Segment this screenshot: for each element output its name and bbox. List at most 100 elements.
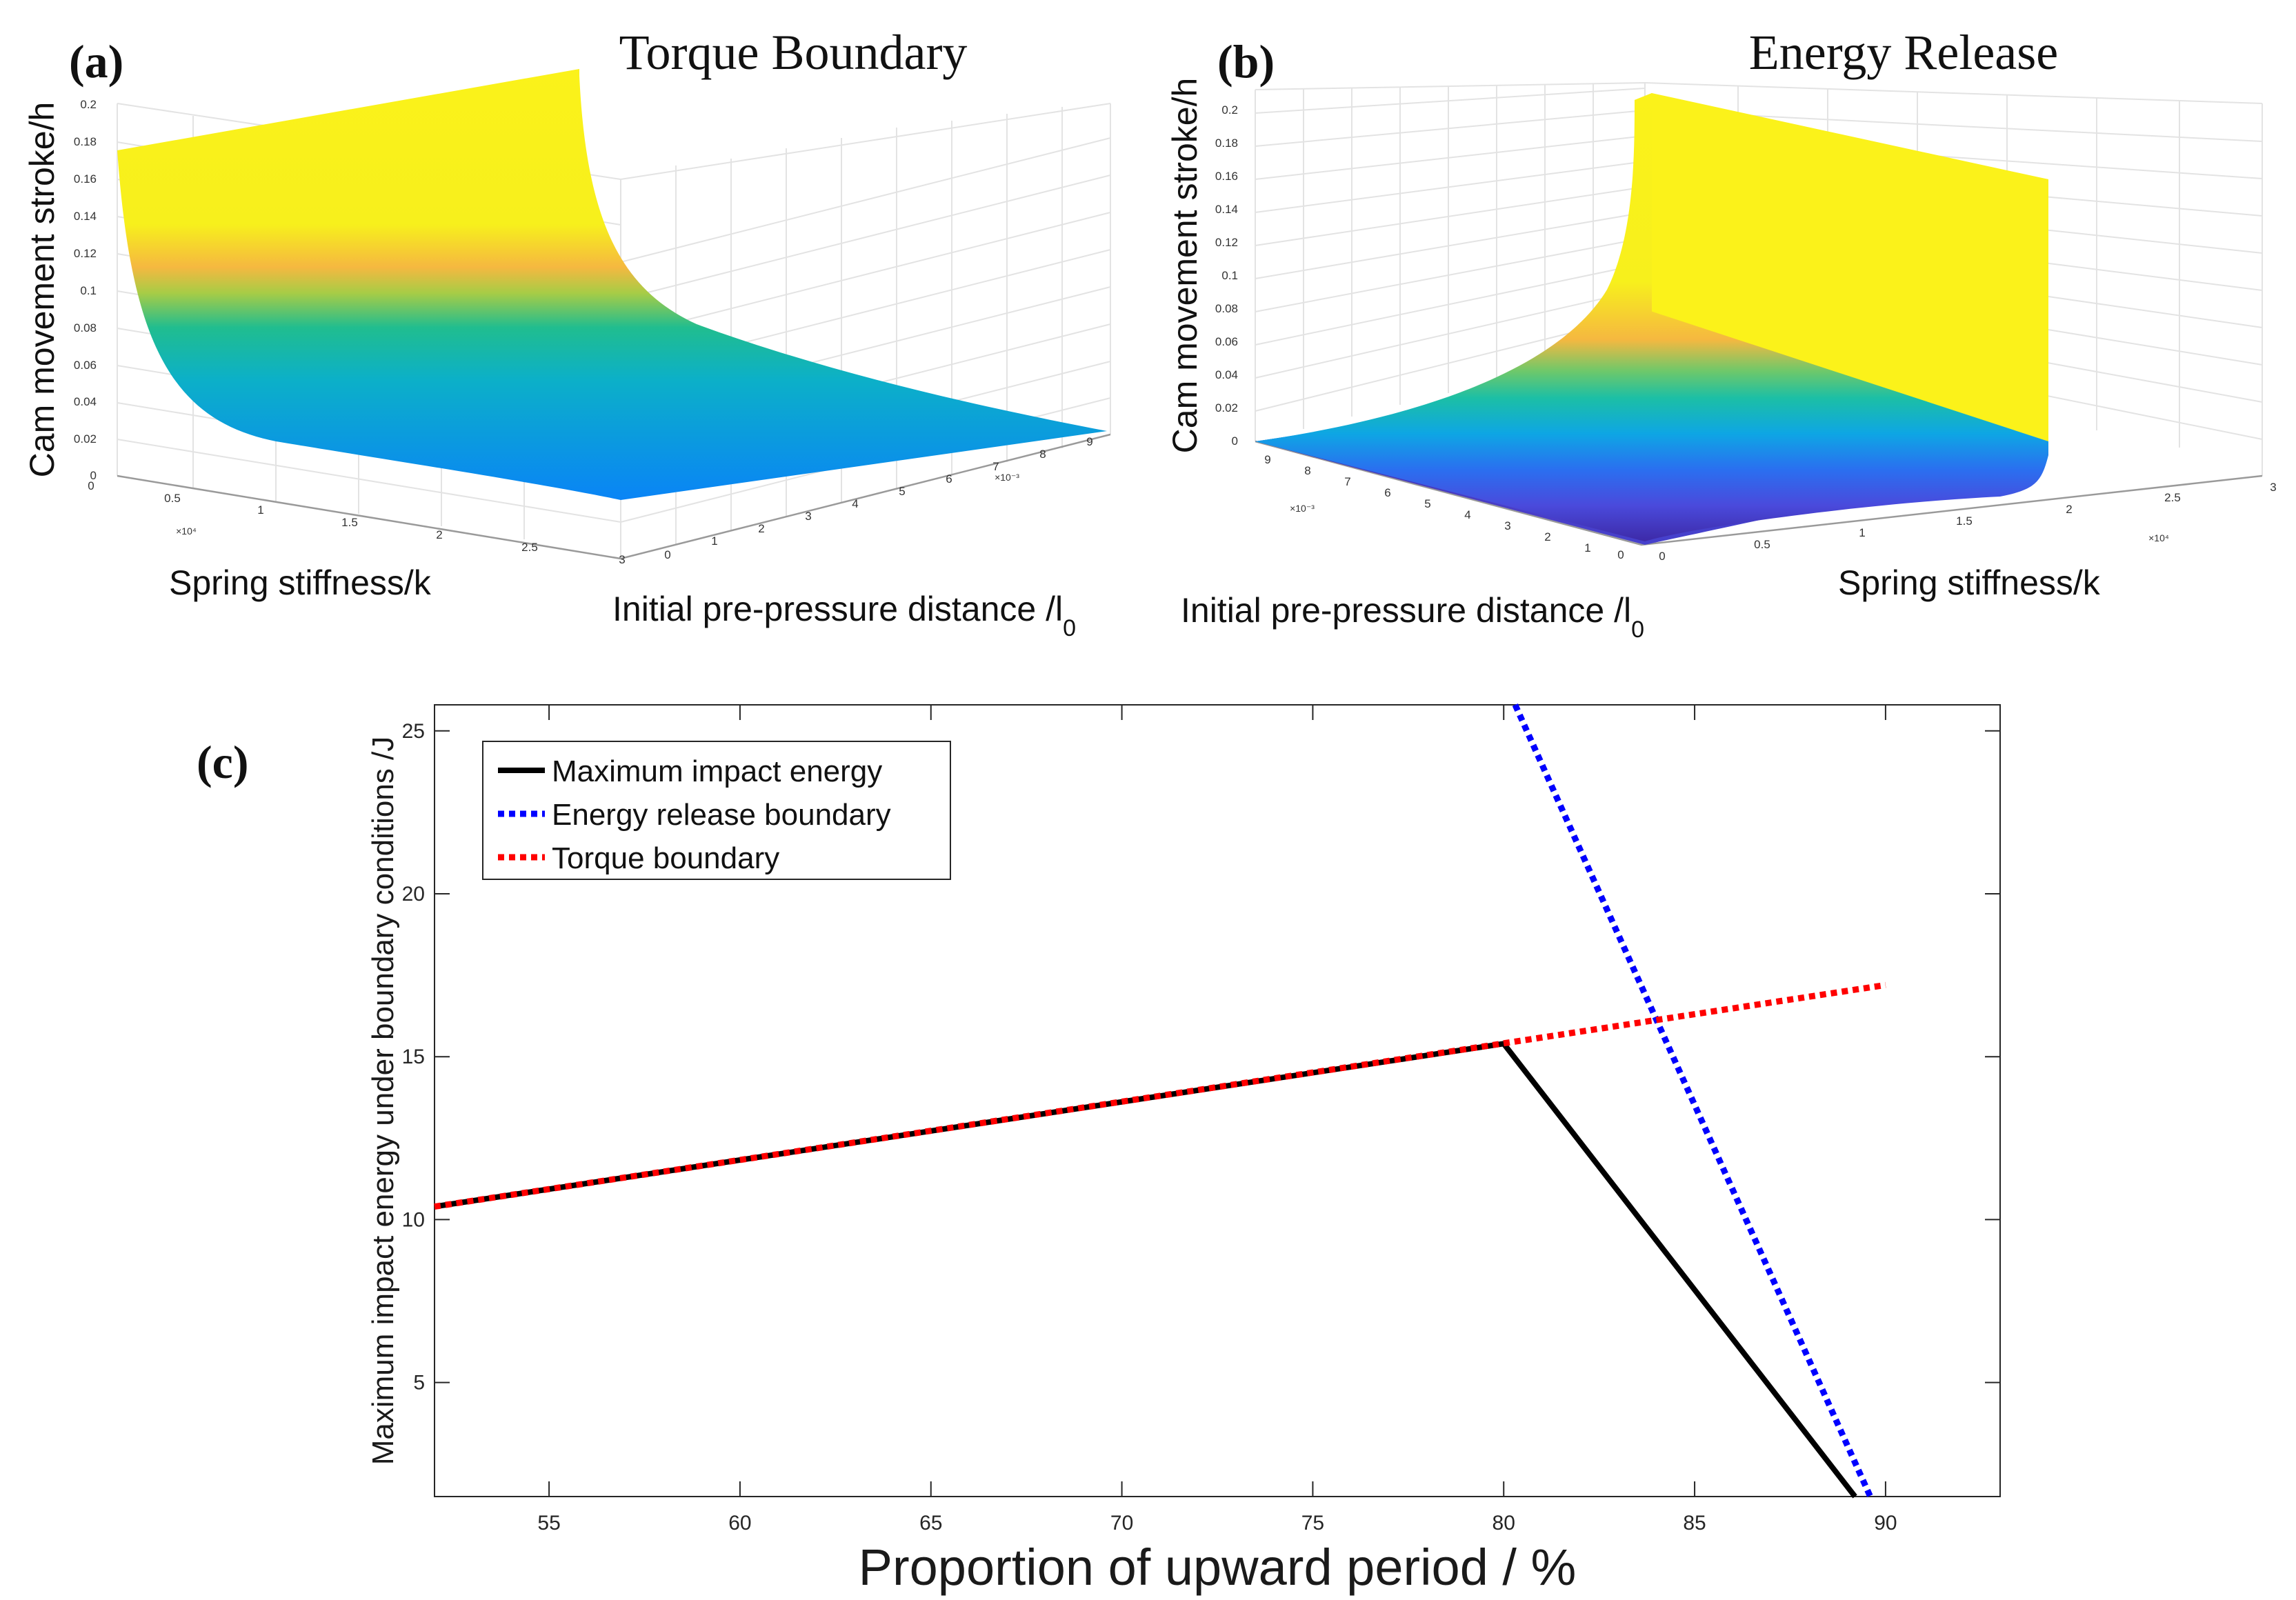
panel-b-z-tick: 0.14 [1215,203,1238,216]
panel-b-z-tick: 0 [1232,434,1238,448]
panel-b-z-tick: 0.08 [1215,302,1238,315]
panel-b-z-tick: 0.1 [1221,269,1238,282]
panel-b-surface-right [1648,93,2048,441]
panel-b-x-label: Spring stiffness/k [1838,563,2101,602]
panel-b-y-tick: 9 [1264,453,1270,466]
panel-b-y-tick: 2 [1544,530,1550,543]
panel-a-x-tick: 0 [88,479,94,492]
panel-a-z-tick: 0 [90,469,97,482]
legend-box [482,741,951,880]
panel-a-y-tick: 4 [852,497,858,510]
panel-a-z-ticks: 0 0.02 0.04 0.06 0.08 0.1 0.12 0.14 0.16… [74,98,97,482]
panel-a-z-tick: 0.08 [74,321,97,334]
panel-a-y-multiplier: ×10⁻³ [995,472,1019,483]
series-energy-release-boundary [1512,703,1873,1498]
panel-c-ticks: 55 60 65 70 75 80 85 90 5 10 15 20 25 [402,705,2000,1534]
panel-a-z-tick: 0.06 [74,359,97,372]
panel-b-x-tick: 0 [1659,550,1665,563]
panel-b-x-tick: 0.5 [1754,538,1770,551]
y-tick-label: 25 [402,720,425,743]
x-tick-label: 55 [537,1512,560,1534]
panel-a-z-tick: 0.18 [74,135,97,148]
panel-b: (b) Energy Release 0 0.02 0.04 0.06 0.08… [1166,25,2277,643]
panel-b-z-tick: 0.12 [1215,236,1238,249]
legend: Maximum impact energy Energy release bou… [482,741,951,880]
y-tick-label: 5 [413,1372,425,1394]
panel-b-axes-box [1255,440,2263,546]
panel-b-y-tick: 4 [1464,508,1470,521]
x-tick-label: 80 [1493,1512,1515,1534]
legend-label-energy-release: Energy release boundary [552,798,891,832]
panel-a-z-label: Cam movement stroke/h [23,102,61,478]
series-torque-boundary [434,981,1886,1210]
panel-a-y-tick: 8 [1039,448,1046,461]
panel-b-x-tick: 2.5 [2164,491,2181,504]
panel-b-y-tick: 1 [1584,541,1590,554]
panel-b-y-tick: 3 [1504,519,1510,532]
panel-b-y-label: Initial pre-pressure distance /l0 [1181,591,1644,643]
x-tick-label: 65 [919,1512,942,1534]
panel-a-x-multiplier: ×10⁴ [176,526,197,537]
y-tick-label: 10 [402,1208,425,1231]
panel-a-x-tick: 1.5 [341,516,358,529]
x-tick-label: 60 [728,1512,751,1534]
panel-b-z-label: Cam movement stroke/h [1166,78,1204,454]
panel-b-x-multiplier: ×10⁴ [2148,532,2169,543]
panel-a-y-tick: 9 [1086,435,1092,448]
legend-label-torque: Torque boundary [552,841,779,875]
panel-c: (c) 55 60 65 70 75 80 85 90 5 10 15 20 25 Proportion… [197,703,2001,1596]
panel-a-y-tick: 1 [711,534,717,548]
panel-a-x-tick: 1 [257,503,263,517]
panel-b-y-tick: 5 [1424,497,1430,510]
panel-b-z-tick: 0.2 [1221,103,1238,117]
panel-a-y-tick: 3 [805,510,811,523]
panel-a-z-tick: 0.2 [80,98,97,111]
panel-b-letter: (b) [1217,35,1275,88]
panel-a-title: Torque Boundary [619,25,968,80]
panel-a-y-ticks: 0 1 2 3 4 5 6 7 8 9 ×10⁻³ [664,435,1092,561]
x-tick-label: 85 [1683,1512,1706,1534]
panel-c-y-label: Maximum impact energy under boundary con… [366,737,400,1466]
panel-a: (a) Torque Boundary 0 0.02 0.04 0.06 0.0… [23,25,1111,641]
x-tick-label: 75 [1301,1512,1324,1534]
panel-b-y-tick: 0 [1617,548,1624,561]
panel-b-y-tick: 8 [1304,464,1310,477]
panel-b-y-multiplier: ×10⁻³ [1290,503,1315,514]
panel-b-z-tick: 0.04 [1215,368,1238,381]
panel-a-x-tick: 0.5 [164,492,181,505]
panel-a-y-tick: 5 [899,485,905,498]
x-tick-label: 90 [1874,1512,1897,1534]
panel-a-y-tick: 0 [664,548,670,561]
panel-a-letter: (a) [69,35,123,88]
panel-a-y-tick: 7 [992,460,999,473]
panel-b-x-tick: 3 [2270,481,2276,494]
x-tick-label: 70 [1110,1512,1133,1534]
panel-b-x-tick: 1.5 [1956,514,1973,528]
y-tick-label: 20 [402,883,425,906]
panel-b-z-tick: 0.02 [1215,401,1238,414]
panel-a-z-tick: 0.1 [80,284,97,297]
panel-c-series [434,703,1886,1499]
panel-a-x-tick: 2.5 [521,541,538,554]
panel-c-letter: (c) [197,736,249,788]
panel-a-z-tick: 0.04 [74,395,97,408]
panel-b-z-tick: 0.06 [1215,335,1238,348]
panel-b-z-ticks: 0 0.02 0.04 0.06 0.08 0.1 0.12 0.14 0.16… [1215,103,1238,448]
panel-b-y-tick: 6 [1384,486,1390,499]
legend-label-max-impact: Maximum impact energy [552,754,882,788]
panel-b-y-ticks: 9 8 7 6 5 4 3 2 1 0 ×10⁻³ [1264,453,1624,561]
panel-a-x-ticks: 0 0.5 1 1.5 2 2.5 3 ×10⁴ [88,479,625,566]
panel-b-x-tick: 2 [2066,503,2072,516]
panel-b-y-tick: 7 [1344,475,1350,488]
panel-a-x-label: Spring stiffness/k [169,563,432,602]
panel-a-y-tick: 2 [758,522,764,535]
panel-a-y-label: Initial pre-pressure distance /l0 [612,590,1076,641]
panel-a-axes-box [117,433,1111,560]
panel-a-z-tick: 0.12 [74,247,97,260]
panel-b-z-tick: 0.16 [1215,170,1238,183]
panel-a-z-tick: 0.14 [74,210,97,223]
panel-a-z-tick: 0.02 [74,432,97,446]
panel-b-title: Energy Release [1749,25,2059,80]
y-tick-label: 15 [402,1046,425,1068]
